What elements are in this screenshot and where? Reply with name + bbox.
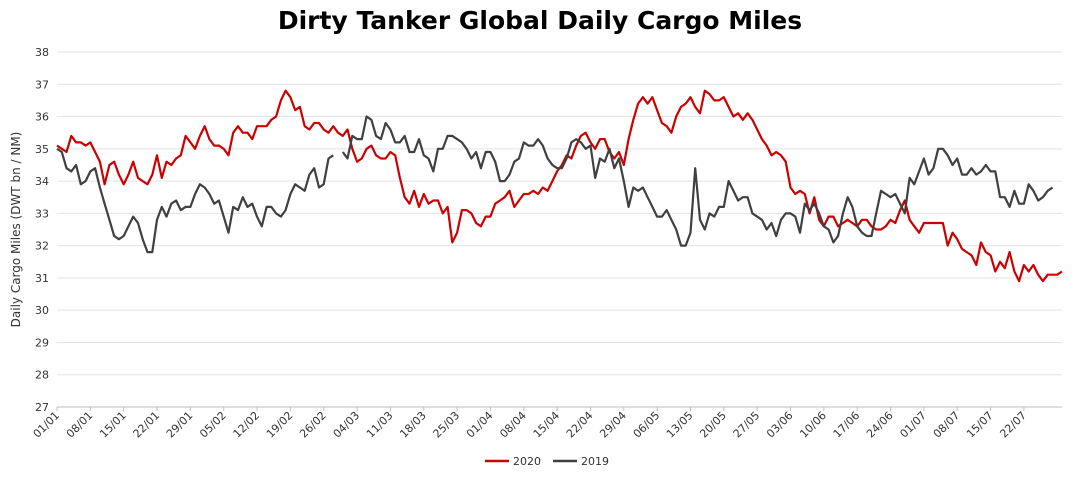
y-axis-ticks: 27 28 29 30 31 32 33 34 35 36 37 38	[35, 46, 49, 414]
x-tick-label: 29/04	[597, 409, 629, 441]
legend-label-2020: 2020	[513, 455, 541, 468]
y-tick-label: 34	[35, 175, 49, 188]
x-tick-label: 26/02	[297, 409, 329, 441]
y-axis-label: Daily Cargo Miles (DWT bn / NM)	[9, 132, 23, 328]
x-tick-label: 13/05	[664, 409, 696, 441]
x-tick-label: 08/01	[64, 409, 96, 441]
x-tick-label: 12/02	[231, 409, 263, 441]
x-tick-label: 17/06	[831, 409, 863, 441]
y-tick-label: 30	[35, 304, 49, 317]
y-tick-label: 37	[35, 78, 49, 91]
x-tick-label: 15/07	[964, 409, 996, 441]
y-tick-label: 29	[35, 336, 49, 349]
x-tick-label: 29/01	[164, 409, 196, 441]
y-tick-label: 33	[35, 207, 49, 220]
y-tick-label: 36	[35, 111, 49, 124]
x-tick-label: 25/03	[431, 409, 463, 441]
y-tick-label: 27	[35, 401, 49, 414]
series-line-2019	[56, 115, 1054, 254]
x-tick-label: 06/05	[631, 409, 663, 441]
y-tick-label: 38	[35, 46, 49, 59]
x-tick-label: 01/07	[897, 409, 929, 441]
x-tick-label: 22/01	[131, 409, 163, 441]
x-axis-ticks: 01/01 08/01 15/01 22/01 29/01 05/02 12/02 19/02…	[31, 407, 1029, 441]
x-tick-label: 01/04	[464, 409, 496, 441]
y-tick-label: 35	[35, 143, 49, 156]
x-tick-label: 11/03	[364, 409, 396, 441]
y-tick-label: 32	[35, 240, 49, 253]
x-tick-label: 19/02	[264, 409, 296, 441]
series-line-2020	[56, 89, 1063, 283]
y-tick-label: 28	[35, 369, 49, 382]
legend-label-2019: 2019	[581, 455, 609, 468]
x-tick-label: 05/02	[197, 409, 229, 441]
x-tick-label: 27/05	[731, 409, 763, 441]
x-tick-label: 08/07	[931, 409, 963, 441]
x-tick-label: 15/01	[97, 409, 129, 441]
x-tick-label: 03/06	[764, 409, 796, 441]
x-tick-label: 15/04	[531, 409, 563, 441]
y-tick-label: 31	[35, 272, 49, 285]
gridlines	[57, 51, 1062, 408]
x-tick-label: 18/03	[397, 409, 429, 441]
x-tick-label: 08/04	[497, 409, 529, 441]
legend: 2020 2019	[485, 455, 609, 468]
chart-title: Dirty Tanker Global Daily Cargo Miles	[277, 6, 803, 35]
x-tick-label: 10/06	[797, 409, 829, 441]
x-tick-label: 22/04	[564, 409, 596, 441]
x-tick-label: 20/05	[697, 409, 729, 441]
series-lines	[56, 89, 1063, 283]
x-tick-label: 24/06	[864, 409, 896, 441]
x-tick-label: 04/03	[331, 409, 363, 441]
x-tick-label: 22/07	[997, 409, 1029, 441]
